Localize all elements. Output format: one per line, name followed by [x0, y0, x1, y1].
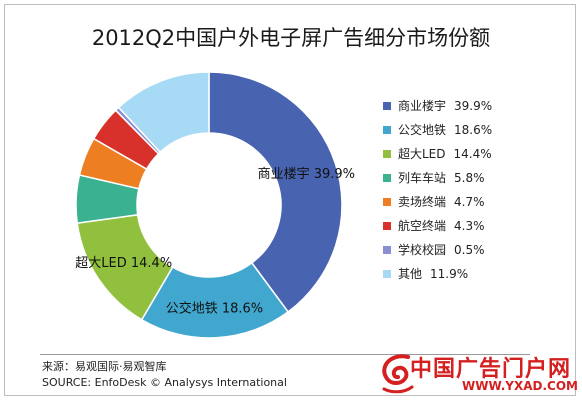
- legend-swatch-3: [383, 174, 391, 182]
- legend-swatch-5: [383, 222, 391, 230]
- watermark-url: WWW.YXAD.COM: [462, 379, 578, 393]
- donut-slice-1: [140, 261, 290, 339]
- legend-item-2: 超大LED 14.4%: [383, 142, 492, 166]
- legend-label-5: 航空终端: [398, 219, 447, 233]
- donut-slices: [75, 71, 343, 339]
- legend-label-4: 卖场终端: [398, 195, 447, 209]
- legend-value-0: 39.9%: [454, 99, 493, 113]
- slice-label-1: 公交地铁 18.6%: [166, 300, 263, 316]
- legend-value-3: 5.8%: [454, 171, 485, 185]
- legend-label-2: 超大LED: [398, 147, 446, 161]
- watermark-text: 中国广告门户网: [410, 356, 572, 382]
- legend-label-0: 商业楼宇: [398, 99, 447, 113]
- legend-swatch-6: [383, 246, 391, 254]
- legend-swatch-7: [383, 270, 391, 278]
- legend-value-1: 18.6%: [454, 123, 493, 137]
- slice-label-2: 超大LED 14.4%: [75, 256, 172, 271]
- legend-value-7: 11.9%: [430, 267, 469, 281]
- slice-label-0: 商业楼宇 39.9%: [258, 167, 355, 182]
- legend-value-6: 0.5%: [454, 243, 485, 257]
- legend-item-1: 公交地铁 18.6%: [383, 118, 492, 142]
- legend-label-7: 其他: [398, 267, 423, 281]
- legend-label-1: 公交地铁: [398, 123, 447, 137]
- legend-item-6: 学校校园 0.5%: [383, 238, 492, 262]
- legend-item-7: 其他 11.9%: [383, 262, 492, 286]
- legend-label-3: 列车车站: [398, 171, 447, 185]
- chart-legend: 商业楼宇 39.9% 公交地铁 18.6% 超大LED 14.4% 列车车站 5.8% 卖场终端…: [383, 94, 492, 286]
- legend-value-5: 4.3%: [454, 219, 485, 233]
- donut-slice-0: [208, 71, 343, 313]
- legend-value-2: 14.4%: [453, 147, 492, 161]
- legend-item-3: 列车车站 5.8%: [383, 166, 492, 190]
- legend-swatch-1: [383, 126, 391, 134]
- donut-slice-7: [117, 71, 210, 154]
- watermark-swirl-icon: [382, 354, 414, 394]
- source-text-cn: 来源：易观国际·易观智库: [42, 360, 167, 373]
- legend-item-4: 卖场终端 4.7%: [383, 190, 492, 214]
- legend-item-0: 商业楼宇 39.9%: [383, 94, 492, 118]
- chart-title: 2012Q2中国户外电子屏广告细分市场份额: [91, 26, 491, 50]
- source-divider: [40, 354, 530, 355]
- legend-item-5: 航空终端 4.3%: [383, 214, 492, 238]
- legend-swatch-4: [383, 198, 391, 206]
- source-text-en: SOURCE: EnfoDesk © Analysys Internationa…: [42, 376, 287, 389]
- legend-value-4: 4.7%: [454, 195, 485, 209]
- legend-swatch-2: [383, 150, 391, 158]
- watermark-logo: 中国广告门户网 WWW.YXAD.COM: [378, 349, 578, 397]
- legend-swatch-0: [383, 102, 391, 110]
- legend-label-6: 学校校园: [398, 243, 447, 257]
- slice-labels: 商业楼宇 39.9% 公交地铁 18.6% 超大LED 14.4%: [75, 167, 355, 316]
